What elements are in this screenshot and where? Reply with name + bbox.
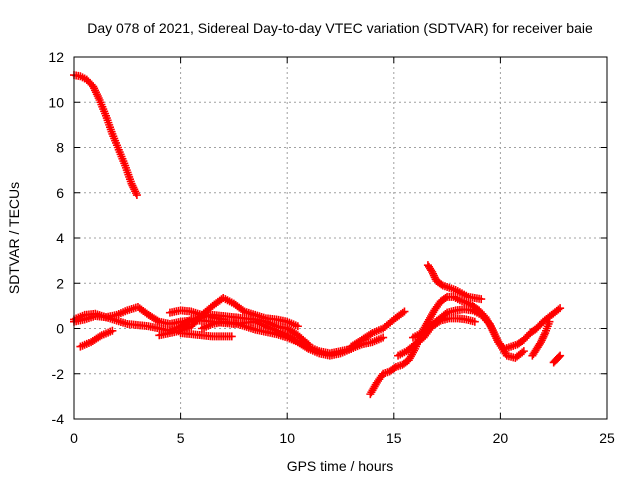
data-point	[540, 330, 549, 339]
data-point	[429, 271, 438, 280]
data-series-arc-7	[176, 329, 236, 341]
data-series-arc-5	[155, 293, 302, 340]
x-tick-label: 10	[279, 430, 295, 446]
y-tick-label: 12	[48, 49, 64, 65]
data-point	[470, 317, 479, 326]
y-tick-label: 4	[56, 230, 64, 246]
data-point	[429, 269, 438, 278]
data-point	[539, 332, 548, 341]
chart-title: Day 078 of 2021, Sidereal Day-to-day VTE…	[87, 20, 593, 36]
data-point	[441, 293, 450, 302]
x-tick-label: 20	[493, 430, 509, 446]
data-point	[556, 351, 565, 360]
data-point	[153, 316, 162, 325]
plot-frame	[73, 56, 608, 420]
data-series-arc-11	[394, 314, 479, 360]
data-point	[556, 304, 565, 313]
data-point	[554, 305, 563, 314]
data-point	[537, 336, 546, 345]
axis-ticks: 0 5 10 15 20 25 -4 -2 0 2 4 6 8 10 12	[48, 49, 615, 446]
data-point	[477, 295, 486, 304]
data-point	[519, 347, 528, 356]
data-series-arc-13	[423, 261, 486, 304]
data-series-arc-8	[197, 317, 356, 358]
x-tick-label: 5	[177, 430, 185, 446]
data-point	[379, 333, 388, 342]
data-point	[108, 326, 117, 335]
data-series-arc-4	[76, 326, 117, 351]
y-tick-label: -2	[52, 366, 65, 382]
data-series-arc-1	[70, 71, 141, 200]
y-tick-label: 8	[56, 140, 64, 156]
y-tick-label: 0	[56, 321, 64, 337]
y-tick-label: 2	[56, 275, 64, 291]
x-tick-label: 15	[386, 430, 402, 446]
x-tick-label: 25	[599, 430, 615, 446]
data-series-arc-15	[549, 351, 565, 367]
gridlines	[74, 57, 607, 419]
data-point	[518, 348, 527, 357]
x-tick-label: 0	[70, 430, 78, 446]
data-point	[538, 334, 547, 343]
data-point	[536, 338, 545, 347]
y-tick-label: 6	[56, 185, 64, 201]
data-point	[132, 191, 141, 200]
y-tick-label: 10	[48, 94, 64, 110]
data-series	[70, 71, 565, 399]
data-point	[428, 267, 437, 276]
x-axis-label: GPS time / hours	[287, 458, 394, 474]
data-point	[293, 322, 302, 331]
y-tick-label: -4	[52, 411, 65, 427]
data-point	[430, 273, 439, 282]
data-series-arc-9	[347, 307, 409, 351]
data-point	[400, 307, 409, 316]
data-point	[227, 332, 236, 341]
y-axis-label: SDTVAR / TECUs	[6, 182, 22, 294]
data-point	[555, 352, 564, 361]
data-series-arc-14	[528, 317, 554, 360]
data-series-arc-12	[408, 305, 528, 362]
data-point	[545, 317, 554, 326]
data-point	[398, 308, 407, 317]
